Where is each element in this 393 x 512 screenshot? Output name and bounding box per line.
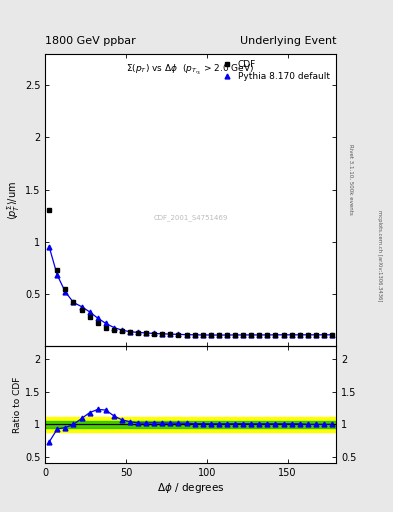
CDF [136,330,140,336]
Pythia 8.170 default [47,244,51,250]
Text: 1800 GeV ppbar: 1800 GeV ppbar [45,36,136,46]
Y-axis label: $\langle p_T^{\Sigma}\rangle$/um: $\langle p_T^{\Sigma}\rangle$/um [5,181,22,220]
Pythia 8.170 default [128,329,132,335]
Pythia 8.170 default [208,332,213,338]
CDF [79,307,84,313]
X-axis label: $\Delta\phi$ / degrees: $\Delta\phi$ / degrees [157,481,224,495]
CDF [289,332,294,338]
CDF [192,332,197,338]
Pythia 8.170 default [241,332,246,338]
Text: Rivet 3.1.10, 500k events: Rivet 3.1.10, 500k events [348,144,353,215]
CDF [47,207,51,214]
CDF [217,332,221,338]
CDF [160,331,165,337]
Text: Underlying Event: Underlying Event [239,36,336,46]
Pythia 8.170 default [112,325,116,331]
Pythia 8.170 default [249,332,253,338]
CDF [144,330,149,336]
CDF [95,321,100,327]
Pythia 8.170 default [265,332,270,338]
CDF [281,332,286,338]
Pythia 8.170 default [217,332,221,338]
Text: CDF_2001_S4751469: CDF_2001_S4751469 [153,214,228,221]
Pythia 8.170 default [200,332,205,338]
CDF [330,332,334,338]
Pythia 8.170 default [160,331,165,337]
Pythia 8.170 default [321,332,326,338]
Legend: CDF, Pythia 8.170 default: CDF, Pythia 8.170 default [219,58,332,82]
CDF [112,327,116,333]
Text: $\Sigma(p_T)$ vs $\Delta\phi$  ($p_{T_{\eta_1}}$ > 2.0 GeV): $\Sigma(p_T)$ vs $\Delta\phi$ ($p_{T_{\e… [127,62,255,77]
Pythia 8.170 default [281,332,286,338]
CDF [103,325,108,331]
CDF [233,332,237,338]
CDF [176,332,181,338]
Pythia 8.170 default [233,332,237,338]
CDF [119,328,124,334]
CDF [152,331,156,337]
CDF [63,286,68,292]
Text: mcplots.cern.ch [arXiv:1306.3436]: mcplots.cern.ch [arXiv:1306.3436] [377,210,382,302]
Pythia 8.170 default [168,331,173,337]
Pythia 8.170 default [298,332,302,338]
Pythia 8.170 default [273,332,278,338]
Pythia 8.170 default [184,332,189,338]
Pythia 8.170 default [192,332,197,338]
Pythia 8.170 default [136,329,140,335]
CDF [184,332,189,338]
CDF [298,332,302,338]
CDF [87,314,92,320]
Pythia 8.170 default [144,330,149,336]
Pythia 8.170 default [305,332,310,338]
CDF [55,267,60,273]
Pythia 8.170 default [71,300,76,306]
Pythia 8.170 default [314,332,318,338]
Pythia 8.170 default [152,330,156,336]
CDF [321,332,326,338]
CDF [168,331,173,337]
CDF [128,329,132,335]
CDF [208,332,213,338]
CDF [249,332,253,338]
Pythia 8.170 default [79,304,84,310]
Pythia 8.170 default [63,289,68,295]
CDF [200,332,205,338]
CDF [314,332,318,338]
Pythia 8.170 default [330,332,334,338]
Pythia 8.170 default [119,327,124,333]
Pythia 8.170 default [103,321,108,327]
Pythia 8.170 default [87,309,92,315]
Y-axis label: Ratio to CDF: Ratio to CDF [13,377,22,433]
CDF [257,332,262,338]
CDF [225,332,230,338]
Pythia 8.170 default [289,332,294,338]
Line: CDF: CDF [47,208,334,337]
CDF [241,332,246,338]
Pythia 8.170 default [225,332,230,338]
Line: Pythia 8.170 default: Pythia 8.170 default [47,245,334,337]
Pythia 8.170 default [95,315,100,321]
CDF [273,332,278,338]
CDF [265,332,270,338]
Pythia 8.170 default [55,272,60,279]
CDF [71,300,76,306]
Pythia 8.170 default [176,331,181,337]
CDF [305,332,310,338]
Pythia 8.170 default [257,332,262,338]
